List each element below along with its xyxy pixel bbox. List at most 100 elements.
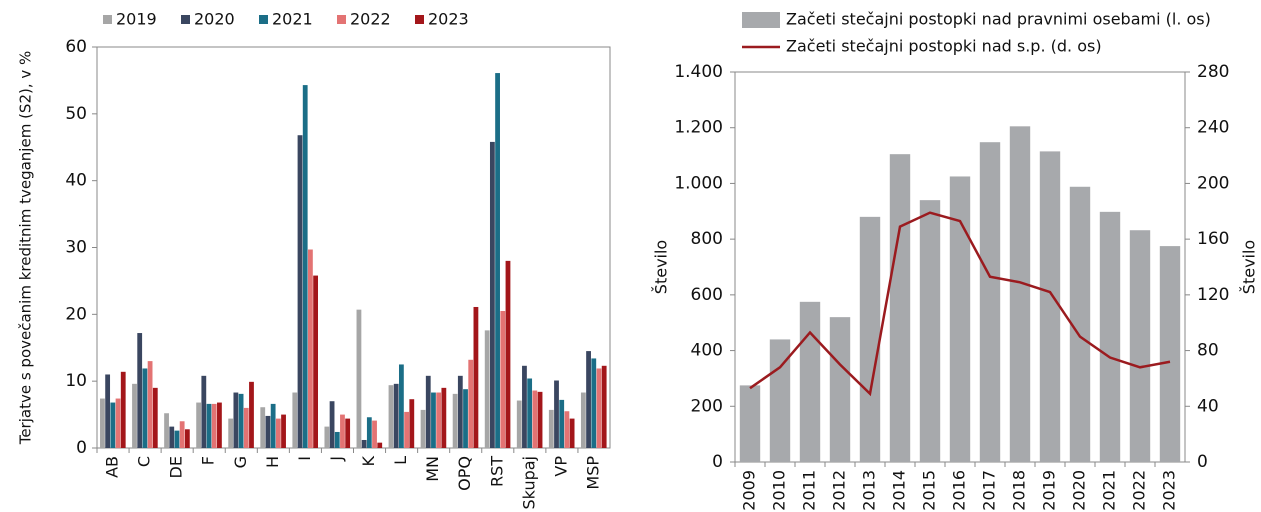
y2-tick-label: 200 [1197, 173, 1229, 193]
bar [979, 142, 1001, 462]
legend-label: 2023 [428, 10, 469, 29]
bar [324, 426, 330, 448]
x-tick-label: 2022 [1130, 470, 1149, 511]
bar [601, 365, 607, 448]
bar [859, 216, 881, 462]
bar [949, 176, 971, 462]
bar [829, 317, 851, 462]
y-tick-label: 1.200 [674, 118, 723, 138]
line [749, 211, 1171, 397]
bar [463, 389, 468, 448]
bar [1069, 186, 1091, 462]
y-tick-label: 200 [691, 396, 723, 416]
bar [441, 387, 447, 448]
bar [356, 309, 362, 448]
bar [537, 391, 543, 448]
bar [436, 392, 442, 448]
x-tick-label: 2014 [890, 470, 909, 511]
x-tick-label: 2010 [770, 470, 789, 511]
bar [152, 387, 158, 448]
legend-swatch [181, 15, 190, 24]
bar [137, 333, 143, 448]
bar [329, 401, 335, 448]
bar [473, 306, 479, 448]
bar [409, 399, 415, 448]
bar [452, 393, 458, 448]
plot-frame [96, 46, 611, 449]
bar [425, 375, 431, 448]
bar [404, 411, 409, 448]
bar [1039, 151, 1061, 462]
y-tick-label: 1.400 [674, 62, 723, 82]
y-tick-label: 400 [691, 341, 723, 361]
bar [919, 200, 941, 462]
bar [174, 430, 180, 448]
y-axis-label: Terjatve s povečanim kreditnim tveganjem… [17, 51, 35, 446]
legend-label: 2022 [350, 10, 391, 29]
bar [505, 260, 511, 448]
bar [393, 383, 399, 448]
bar [489, 141, 495, 449]
bar [591, 358, 597, 448]
bar [308, 249, 313, 448]
bar [500, 310, 506, 448]
bar [260, 407, 266, 448]
x-tick-label: OPQ [455, 456, 474, 491]
legend-swatch [103, 15, 112, 24]
bar [420, 409, 426, 448]
bar [217, 402, 222, 448]
y-tick-label: 10 [65, 371, 87, 391]
bar [527, 378, 533, 448]
bar [228, 418, 234, 448]
bar [169, 426, 175, 448]
legend-swatch [337, 15, 346, 24]
y-tick-label: 0 [712, 452, 723, 472]
x-tick-label: H [263, 456, 282, 468]
bar [196, 402, 202, 448]
bar [372, 420, 377, 448]
bar [302, 85, 308, 448]
legend-swatch [415, 15, 424, 24]
bar [388, 385, 394, 448]
x-tick-label: C [135, 456, 154, 467]
bar [334, 431, 340, 448]
x-tick-label: 2011 [800, 470, 819, 511]
y-tick-label: 50 [65, 104, 87, 124]
x-tick-label: DE [167, 456, 186, 478]
bar [554, 380, 559, 448]
legend-label: 2020 [194, 10, 235, 29]
bar [184, 429, 190, 448]
legend-label: 2021 [272, 10, 313, 29]
x-tick-label: VP [551, 456, 570, 477]
bar [297, 135, 303, 448]
bar [243, 407, 249, 448]
bar [516, 400, 522, 448]
x-tick-label: MSP [583, 456, 602, 490]
bar [100, 398, 105, 448]
x-tick-label: F [199, 456, 218, 465]
bar [1159, 246, 1181, 462]
bar [105, 374, 111, 448]
y-tick-label: 1.000 [674, 173, 723, 193]
bar [398, 364, 404, 448]
bar [313, 275, 319, 448]
y-tick-label: 60 [65, 37, 87, 57]
x-tick-label: 2009 [740, 470, 759, 511]
bar [559, 399, 565, 448]
bar [564, 411, 570, 448]
y-tick-label: 0 [76, 438, 87, 458]
x-tick-label: G [231, 456, 250, 468]
bar [120, 371, 126, 448]
bar [345, 418, 351, 448]
bar [889, 154, 911, 462]
bar [548, 409, 554, 448]
x-tick-label: J [327, 456, 346, 462]
y-axis-label: Število [652, 240, 671, 294]
bar [484, 330, 490, 448]
y2-tick-label: 80 [1197, 341, 1219, 361]
bar [142, 368, 148, 448]
y-tick-label: 30 [65, 238, 87, 258]
bar [132, 383, 137, 448]
bar [292, 392, 298, 448]
x-tick-label: 2015 [920, 470, 939, 511]
